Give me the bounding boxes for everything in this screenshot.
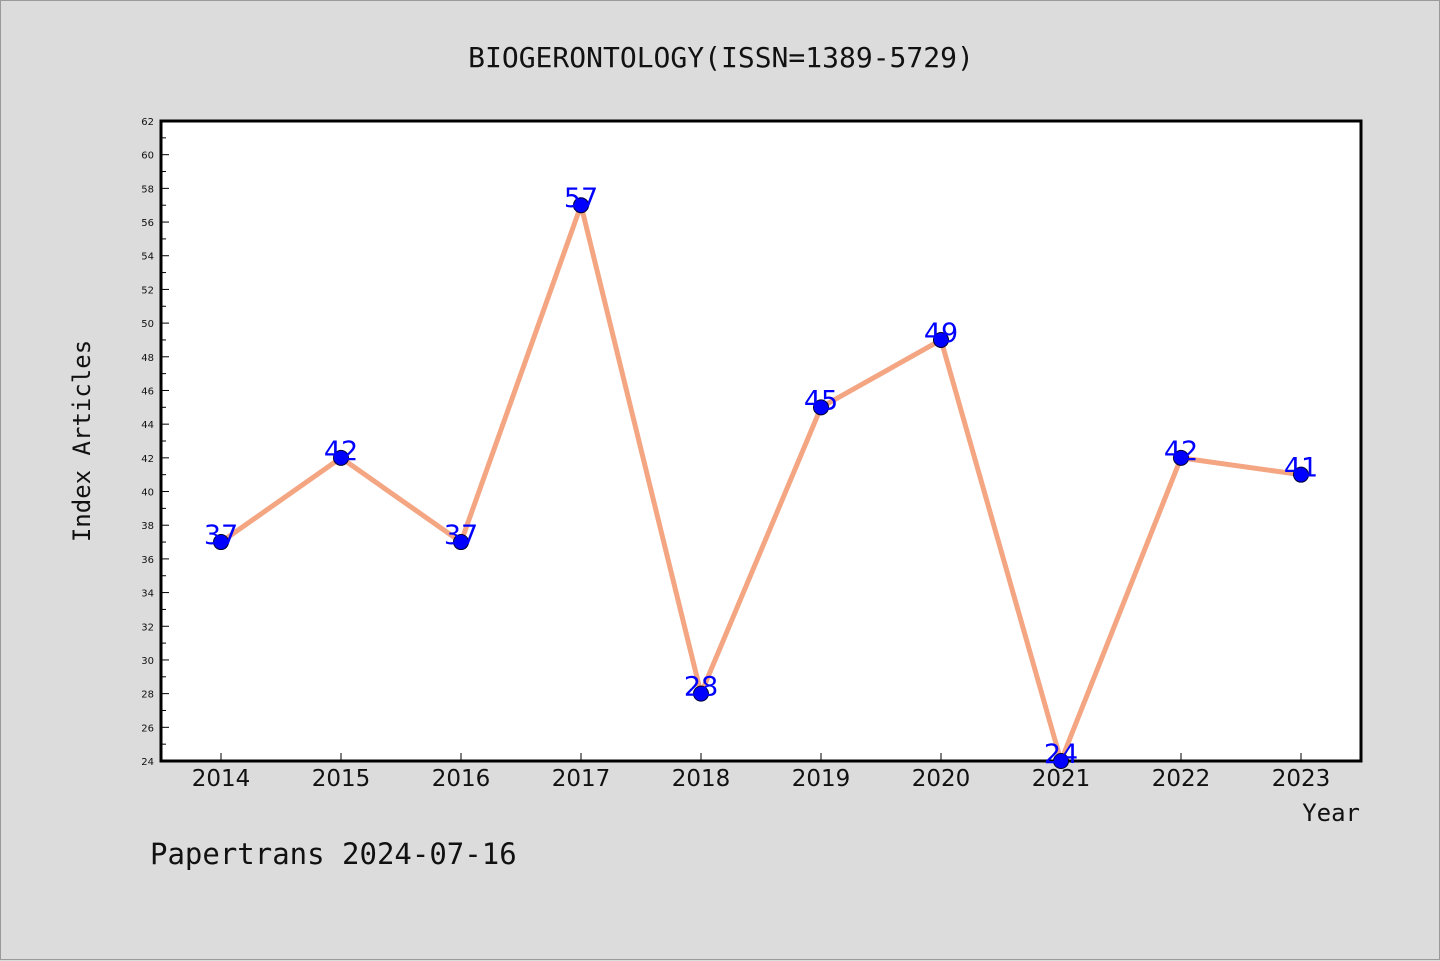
data-point bbox=[1293, 466, 1309, 483]
y-tick-label: 58 bbox=[141, 184, 154, 195]
y-tick-label: 28 bbox=[141, 690, 154, 701]
plot-area bbox=[159, 119, 1363, 763]
y-tick-label: 62 bbox=[141, 117, 154, 128]
data-labels: 37 42 37 57 28 45 49 24 42 41 bbox=[204, 183, 1318, 770]
y-tick-label: 46 bbox=[141, 386, 154, 397]
x-tick-label: 2018 bbox=[672, 766, 731, 792]
y-tick-label: 42 bbox=[141, 454, 154, 465]
x-tick-label: 2020 bbox=[912, 766, 971, 792]
data-point bbox=[933, 331, 949, 348]
data-point bbox=[1173, 449, 1189, 466]
data-label: 57 bbox=[564, 183, 598, 214]
y-tick-label: 24 bbox=[141, 757, 154, 768]
y-tick-label: 36 bbox=[141, 555, 154, 566]
y-tick-label: 26 bbox=[141, 723, 154, 734]
y-tick-label: 30 bbox=[141, 656, 154, 667]
x-tick-label: 2023 bbox=[1272, 766, 1331, 792]
y-tick-label: 44 bbox=[141, 420, 154, 431]
x-tick-label: 2022 bbox=[1152, 766, 1211, 792]
y-tick-label: 34 bbox=[141, 589, 154, 600]
data-point bbox=[1053, 753, 1069, 769]
y-tick-label: 52 bbox=[141, 285, 154, 296]
data-label: 37 bbox=[444, 520, 478, 551]
y-tick-label: 40 bbox=[141, 488, 154, 499]
chart-title: BIOGERONTOLOGY(ISSN=1389-5729) bbox=[468, 41, 974, 74]
data-point bbox=[213, 534, 229, 551]
x-tick-label: 2014 bbox=[192, 766, 251, 792]
data-point bbox=[573, 197, 589, 214]
data-points bbox=[213, 197, 1309, 769]
y-tick-label: 32 bbox=[141, 622, 154, 633]
x-tick-label: 2017 bbox=[552, 766, 611, 792]
data-point bbox=[813, 399, 829, 416]
data-label: 45 bbox=[804, 385, 838, 416]
x-tick-label: 2016 bbox=[432, 766, 491, 792]
data-label: 37 bbox=[204, 520, 238, 551]
data-point bbox=[693, 685, 709, 702]
x-axis: 2014 2015 2016 2017 2018 2019 2020 2021 2022 2023 bbox=[192, 753, 1331, 792]
data-label: 41 bbox=[1284, 453, 1318, 484]
data-label: 42 bbox=[324, 436, 358, 467]
data-label: 49 bbox=[924, 318, 958, 349]
y-axis: 24 26 28 30 32 34 36 38 40 42 44 46 48 50 52 54 56 58 60 62 bbox=[141, 117, 169, 768]
y-tick-label: 38 bbox=[141, 521, 154, 532]
x-axis-label: Year bbox=[1302, 799, 1360, 827]
data-point bbox=[453, 534, 469, 551]
x-tick-label: 2021 bbox=[1032, 766, 1091, 792]
data-point bbox=[333, 449, 349, 466]
y-tick-label: 48 bbox=[141, 353, 154, 364]
y-tick-label: 50 bbox=[141, 319, 154, 330]
x-tick-label: 2015 bbox=[312, 766, 371, 792]
y-axis-label: Index Articles bbox=[68, 340, 96, 542]
data-label: 42 bbox=[1164, 436, 1198, 467]
y-tick-label: 56 bbox=[141, 218, 154, 229]
footer-credit: Papertrans 2024-07-16 bbox=[150, 837, 517, 871]
data-label: 24 bbox=[1044, 739, 1078, 770]
series-line bbox=[219, 202, 1302, 764]
data-label: 28 bbox=[684, 672, 718, 703]
y-tick-label: 60 bbox=[141, 151, 154, 162]
y-tick-label: 54 bbox=[141, 252, 154, 263]
x-tick-label: 2019 bbox=[792, 766, 851, 792]
